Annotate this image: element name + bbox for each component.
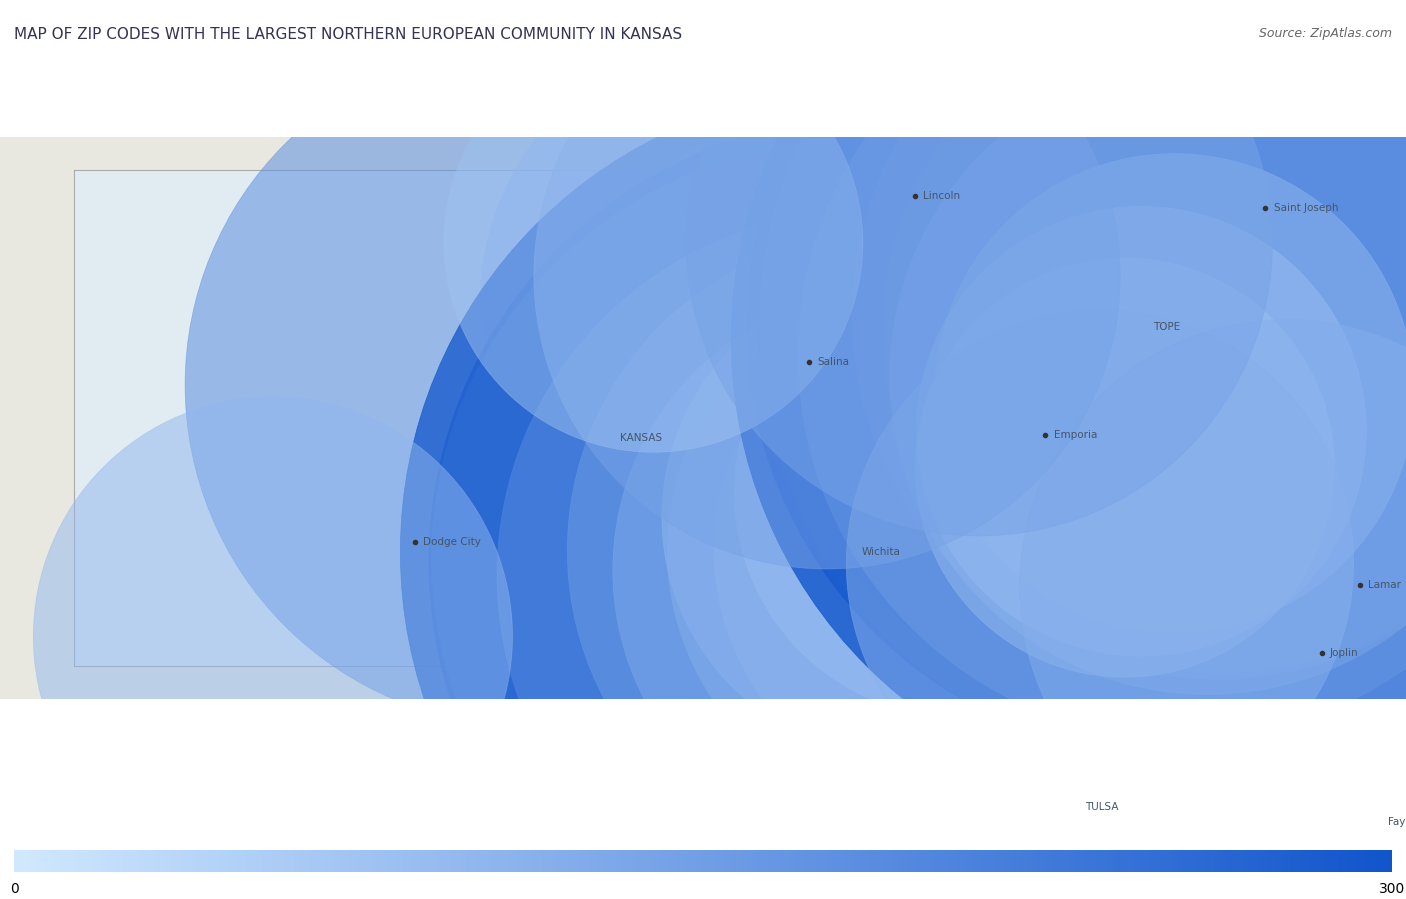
Text: Fayetteville: Fayetteville	[1388, 816, 1406, 827]
Circle shape	[600, 277, 1107, 784]
Circle shape	[568, 233, 1202, 868]
Circle shape	[186, 44, 868, 725]
Text: Source: ZipAtlas.com: Source: ZipAtlas.com	[1258, 27, 1392, 40]
Circle shape	[756, 0, 1406, 721]
Circle shape	[444, 33, 863, 452]
Circle shape	[432, 144, 1263, 899]
Circle shape	[481, 35, 1015, 570]
Text: Wichita: Wichita	[862, 547, 901, 557]
Circle shape	[815, 23, 1406, 635]
Polygon shape	[75, 170, 1309, 666]
Text: Emporia: Emporia	[1053, 430, 1097, 440]
Circle shape	[883, 0, 1406, 673]
Circle shape	[804, 14, 1406, 673]
Circle shape	[890, 59, 1406, 694]
Text: TULSA: TULSA	[1085, 802, 1119, 812]
Circle shape	[799, 0, 1406, 740]
Circle shape	[846, 98, 1354, 606]
Text: KANSAS: KANSAS	[620, 433, 662, 443]
Circle shape	[917, 207, 1367, 656]
Circle shape	[668, 283, 1202, 818]
Text: Lamar: Lamar	[1368, 580, 1400, 590]
Text: TOPE: TOPE	[1153, 322, 1180, 332]
Circle shape	[583, 176, 1033, 627]
Circle shape	[1019, 319, 1406, 854]
Text: Dodge City: Dodge City	[423, 537, 481, 547]
Circle shape	[786, 102, 1347, 662]
Text: MAP OF ZIP CODES WITH THE LARGEST NORTHERN EUROPEAN COMMUNITY IN KANSAS: MAP OF ZIP CODES WITH THE LARGEST NORTHE…	[14, 27, 682, 42]
Circle shape	[852, 0, 1406, 679]
Circle shape	[34, 396, 513, 876]
Text: Saint Joseph: Saint Joseph	[1274, 203, 1339, 213]
Circle shape	[534, 0, 1121, 569]
Text: Joplin: Joplin	[1330, 648, 1358, 658]
Circle shape	[496, 212, 1223, 899]
Circle shape	[747, 0, 1406, 759]
Circle shape	[686, 0, 1272, 536]
Circle shape	[401, 89, 1327, 899]
Circle shape	[605, 187, 1083, 666]
Text: Lincoln: Lincoln	[922, 191, 960, 201]
Circle shape	[846, 310, 1354, 817]
Circle shape	[662, 278, 1142, 757]
Circle shape	[731, 0, 1406, 802]
Circle shape	[856, 25, 1406, 612]
Circle shape	[613, 289, 1174, 850]
Circle shape	[935, 154, 1406, 633]
Text: Salina: Salina	[817, 357, 849, 367]
Circle shape	[915, 258, 1334, 677]
Circle shape	[652, 289, 1101, 739]
Circle shape	[789, 170, 1268, 649]
Circle shape	[429, 118, 1317, 899]
Circle shape	[593, 120, 1012, 539]
Circle shape	[659, 264, 1047, 651]
Circle shape	[734, 268, 1184, 717]
Circle shape	[759, 0, 1406, 771]
Circle shape	[714, 297, 1222, 804]
Circle shape	[860, 31, 1395, 566]
